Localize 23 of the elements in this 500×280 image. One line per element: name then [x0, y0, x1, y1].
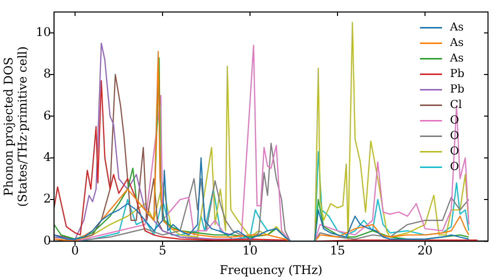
y-tick-label: 2 [43, 192, 52, 206]
x-tick-label: 20 [417, 244, 433, 258]
legend-label: Pb [450, 67, 464, 80]
x-tick-label: 5 [158, 244, 166, 258]
x-tick-label: 0 [71, 244, 79, 258]
y-tick-label: 8 [43, 66, 52, 81]
legend-label: O [450, 144, 460, 158]
y-axis-title: Phonon projected DOS (States/THz·primitive cell) [1, 46, 30, 207]
legend-label: As [449, 52, 464, 65]
x-axis-title: Frequency (THz) [220, 262, 322, 277]
legend-label: As [449, 36, 464, 50]
y-tick-label: 0 [43, 233, 52, 248]
legend-label: O [450, 129, 460, 142]
legend-label: O [450, 114, 460, 127]
legend-label: Pb [450, 82, 464, 96]
y-tick-label: 4 [43, 150, 52, 164]
legend-label: As [449, 20, 464, 34]
legend-label: O [450, 160, 460, 174]
x-tick-label: 15 [330, 244, 346, 258]
x-tick-label: 10 [242, 244, 258, 258]
y-tick-label: 6 [43, 108, 52, 122]
legend-label: Cl [450, 98, 462, 112]
y-tick-label: 10 [36, 24, 52, 39]
